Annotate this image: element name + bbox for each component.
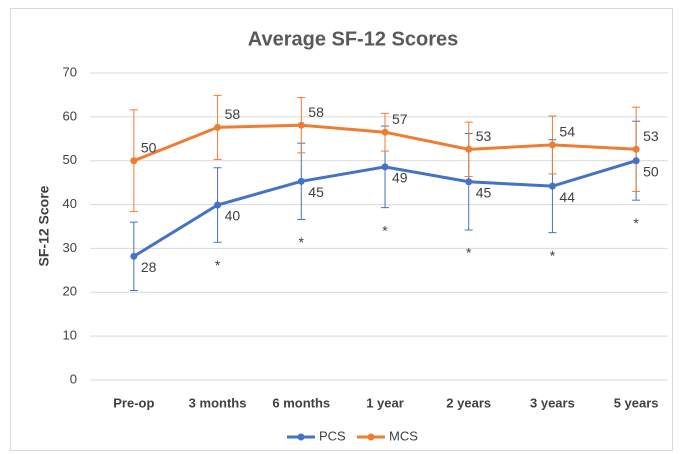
point [130, 252, 138, 260]
annotation: * [550, 247, 556, 263]
point [548, 141, 556, 149]
data-label: 44 [559, 189, 575, 205]
y-tick-label: 50 [63, 152, 77, 167]
point [214, 201, 222, 209]
data-label: 50 [141, 139, 157, 155]
data-label: 45 [308, 184, 324, 200]
y-tick-label: 30 [63, 240, 77, 255]
y-tick-label: 60 [63, 108, 77, 123]
data-label: 58 [308, 104, 324, 120]
data-label: 57 [392, 111, 408, 127]
x-tick-label: Pre-op [113, 395, 154, 410]
point [214, 123, 222, 131]
y-tick-label: 0 [70, 371, 77, 386]
point [297, 121, 305, 129]
legend-label: MCS [389, 428, 418, 443]
chart-title: Average SF-12 Scores [248, 28, 458, 50]
data-label: 50 [643, 163, 659, 179]
annotation: * [299, 234, 305, 250]
point [548, 182, 556, 190]
y-tick-label: 40 [63, 196, 77, 211]
data-label: 49 [392, 170, 408, 186]
point [130, 157, 138, 165]
data-label: 54 [559, 124, 575, 140]
data-label: 53 [643, 128, 659, 144]
data-label: 45 [476, 184, 492, 200]
legend-marker [367, 433, 375, 441]
annotation: * [633, 215, 639, 231]
data-label: 58 [225, 106, 241, 122]
point [465, 145, 473, 153]
point [381, 128, 389, 136]
y-tick-label: 70 [63, 64, 77, 79]
point [297, 177, 305, 185]
x-tick-label: 6 months [272, 395, 330, 410]
data-label: 28 [141, 259, 157, 275]
y-axis-label: SF-12 Score [36, 185, 52, 266]
point [381, 163, 389, 171]
legend-label: PCS [319, 428, 346, 443]
x-tick-label: 2 years [446, 395, 491, 410]
chart-border [10, 8, 673, 451]
annotation: * [215, 257, 221, 273]
y-tick-label: 20 [63, 284, 77, 299]
y-tick-label: 10 [63, 328, 77, 343]
data-label: 40 [225, 208, 241, 224]
point [632, 145, 640, 153]
x-tick-label: 5 years [614, 395, 659, 410]
annotation: * [466, 245, 472, 261]
x-tick-label: 1 year [366, 395, 404, 410]
x-tick-label: 3 years [530, 395, 575, 410]
annotation: * [382, 222, 388, 238]
point [632, 157, 640, 165]
data-label: 53 [476, 128, 492, 144]
x-tick-label: 3 months [189, 395, 247, 410]
legend-marker [297, 433, 305, 441]
point [465, 178, 473, 186]
